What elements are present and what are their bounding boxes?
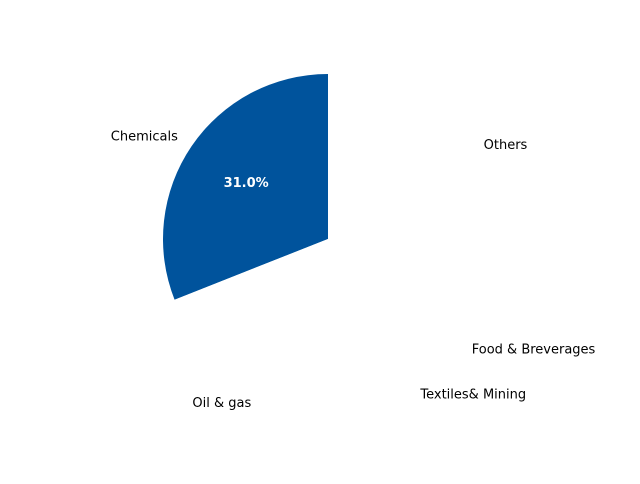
- slice-label: Food & Breverages: [472, 342, 596, 357]
- pie-slice: [328, 74, 493, 317]
- slice-label: Others: [484, 138, 528, 153]
- slice-label: Chemicals: [111, 129, 178, 144]
- slice-label: Oil & gas: [192, 396, 251, 411]
- pie-slice: [162, 74, 328, 300]
- slice-label: Textiles& Mining: [419, 388, 526, 403]
- pie-slice: [174, 239, 380, 404]
- value-label: 31.0%: [224, 176, 269, 191]
- pie-slice: [328, 239, 474, 360]
- pie-slice: [328, 239, 441, 396]
